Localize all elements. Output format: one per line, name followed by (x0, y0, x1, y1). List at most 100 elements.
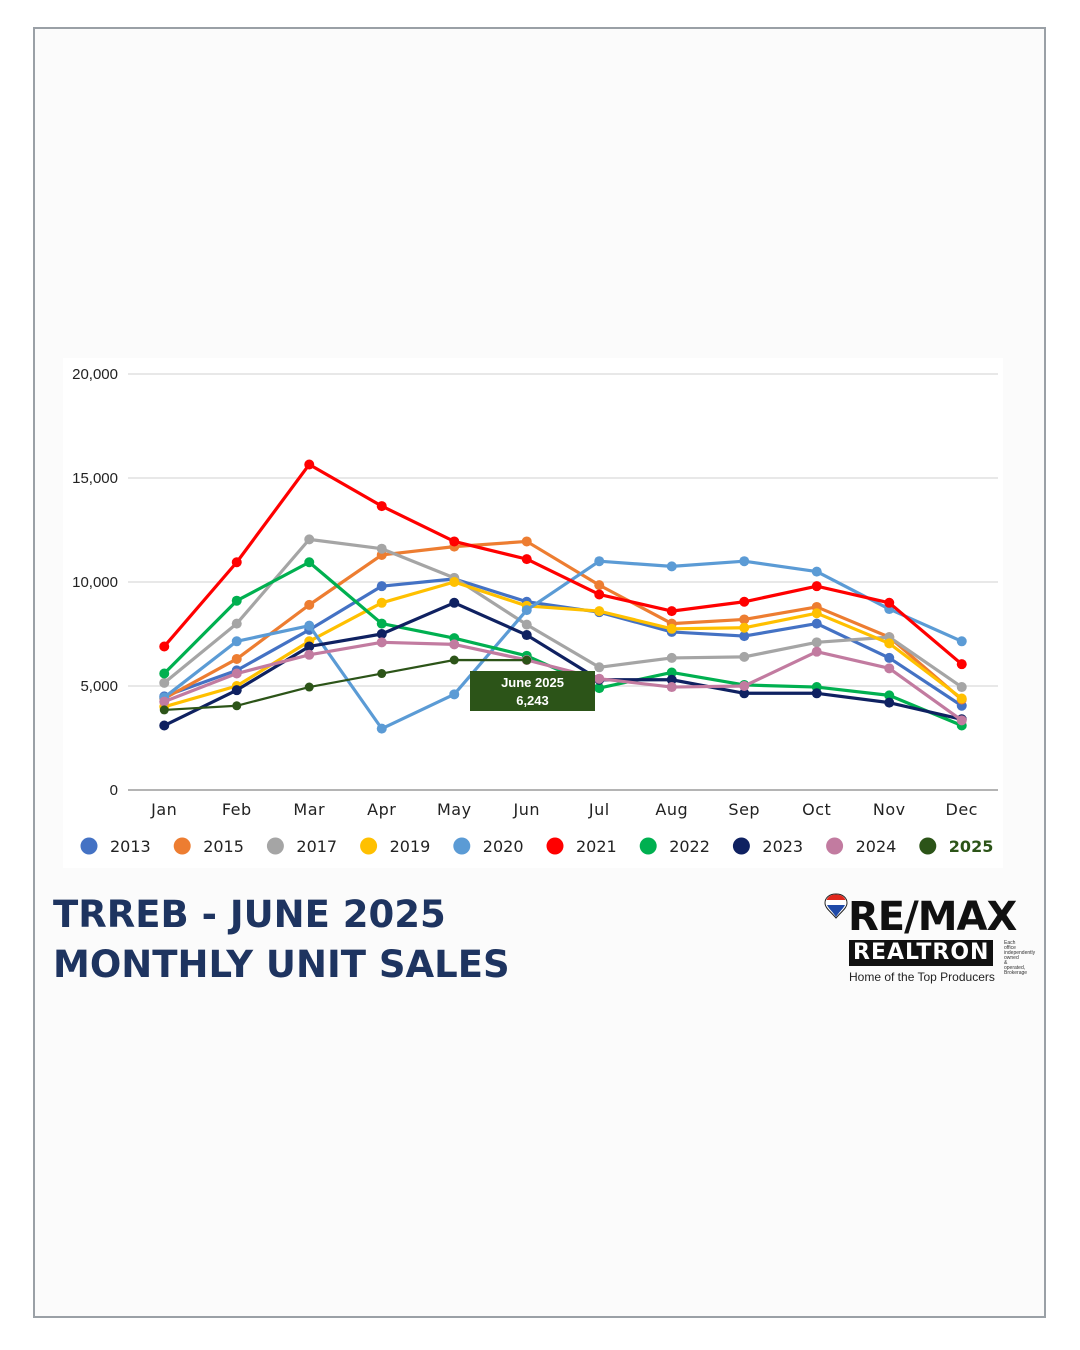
x-tick-label: Apr (367, 800, 396, 819)
y-tick-label: 20,000 (72, 366, 118, 383)
legend-marker-2020 (453, 837, 471, 855)
data-point-2017 (521, 619, 532, 630)
data-point-2013 (811, 618, 822, 629)
data-point-2025 (377, 669, 387, 679)
x-tick-label: Jul (588, 800, 610, 819)
data-point-2020 (666, 561, 677, 572)
legend-marker-2017 (266, 837, 284, 855)
series-line-2024 (162, 640, 964, 722)
data-point-2020 (376, 723, 387, 734)
data-point-2019 (449, 577, 460, 587)
logo-tagline: Home of the Top Producers (849, 970, 995, 984)
legend-label-2023: 2023 (762, 837, 803, 856)
data-point-2013 (376, 581, 387, 592)
x-tick-label: Jan (150, 800, 177, 819)
data-point-2019 (376, 597, 387, 608)
series-line-2025 (163, 658, 528, 712)
series-line-2023 (162, 601, 964, 728)
data-point-2024 (376, 637, 387, 648)
data-point-2022 (884, 690, 895, 701)
legend-marker-2015 (173, 837, 191, 855)
title-line-1: TRREB - JUNE 2025 (53, 893, 446, 936)
data-point-2024 (449, 639, 460, 650)
y-tick-label: 10,000 (72, 574, 118, 591)
data-point-2022 (376, 618, 387, 629)
y-tick-label: 15,000 (72, 470, 118, 487)
data-point-2022 (159, 668, 170, 679)
data-point-2024 (231, 668, 242, 679)
data-point-2021 (231, 557, 242, 568)
series-line-2019 (162, 580, 964, 709)
data-point-2024 (811, 646, 822, 657)
x-tick-label: Sep (728, 800, 760, 819)
legend-label-2013: 2013 (110, 837, 151, 856)
data-point-2023 (521, 630, 532, 641)
annotation-text: 6,243 (516, 693, 549, 708)
data-point-2023 (739, 688, 750, 699)
data-point-2025 (232, 701, 242, 711)
x-tick-label: Jun (513, 800, 541, 819)
legend-marker-2024 (826, 837, 844, 855)
x-tick-label: Aug (655, 800, 688, 819)
x-tick-label: May (437, 800, 472, 819)
data-point-2020 (304, 620, 315, 631)
series-line-2020 (162, 559, 964, 731)
data-point-2019 (956, 693, 967, 704)
remax-realtron-logo: RE/MAX REALTRON Each office independentl… (824, 893, 1035, 988)
data-point-2020 (521, 605, 532, 616)
legend-label-2019: 2019 (390, 837, 431, 856)
data-point-2020 (449, 689, 460, 700)
data-point-2015 (231, 653, 242, 664)
legend-label-2017: 2017 (296, 837, 337, 856)
legend-marker-2023 (732, 837, 750, 855)
data-point-2017 (231, 618, 242, 629)
legend-label-2015: 2015 (203, 837, 244, 856)
data-point-2023 (159, 720, 170, 731)
data-point-2017 (956, 682, 967, 693)
data-point-2019 (666, 623, 677, 634)
data-point-2022 (231, 595, 242, 606)
data-point-2021 (594, 589, 605, 600)
legend-marker-2022 (639, 837, 657, 855)
chart-panel: 0 5,000 10,000 15,000 20,000 Jan Feb Mar Apr May J… (63, 358, 1003, 868)
data-point-2024 (159, 696, 170, 707)
data-point-2023 (811, 688, 822, 699)
series-line-2017 (162, 537, 964, 689)
data-point-2017 (159, 677, 170, 688)
data-point-2023 (304, 641, 315, 652)
data-point-2023 (666, 674, 677, 685)
data-point-2021 (376, 501, 387, 512)
data-point-2021 (304, 459, 315, 470)
data-point-2021 (884, 597, 895, 608)
logo-brand: RE/MAX (848, 894, 1017, 940)
legend-label-2024: 2024 (856, 837, 897, 856)
data-point-2017 (304, 534, 315, 545)
data-point-2015 (304, 599, 315, 610)
data-point-2015 (594, 580, 605, 591)
data-point-2019 (811, 608, 822, 619)
x-tick-label: Mar (293, 800, 325, 819)
y-tick-label: 5,000 (80, 678, 118, 695)
series-line-2015 (162, 539, 964, 702)
data-point-2022 (666, 667, 677, 678)
page-title: TRREB - JUNE 2025 MONTHLY UNIT SALES (53, 890, 510, 990)
line-chart: 0 5,000 10,000 15,000 20,000 Jan Feb Mar Apr May J… (72, 366, 998, 856)
data-point-2017 (376, 543, 387, 554)
data-point-2017 (666, 652, 677, 663)
legend-label-2025: 2025 (949, 837, 994, 856)
logo-name: REALTRON (849, 940, 994, 966)
legend-label-2021: 2021 (576, 837, 617, 856)
legend-marker-2013 (80, 837, 98, 855)
x-tick-label: Nov (873, 800, 906, 819)
data-point-2024 (594, 673, 605, 684)
series-line-2021 (162, 462, 964, 666)
data-point-2015 (521, 536, 532, 547)
data-point-2024 (666, 682, 677, 693)
data-point-2015 (739, 614, 750, 625)
legend-marker-2021 (546, 837, 564, 855)
data-point-2024 (956, 715, 967, 726)
title-line-2: MONTHLY UNIT SALES (53, 943, 510, 986)
legend-label-2020: 2020 (483, 837, 524, 856)
data-point-2021 (739, 596, 750, 607)
data-point-2020 (594, 556, 605, 567)
